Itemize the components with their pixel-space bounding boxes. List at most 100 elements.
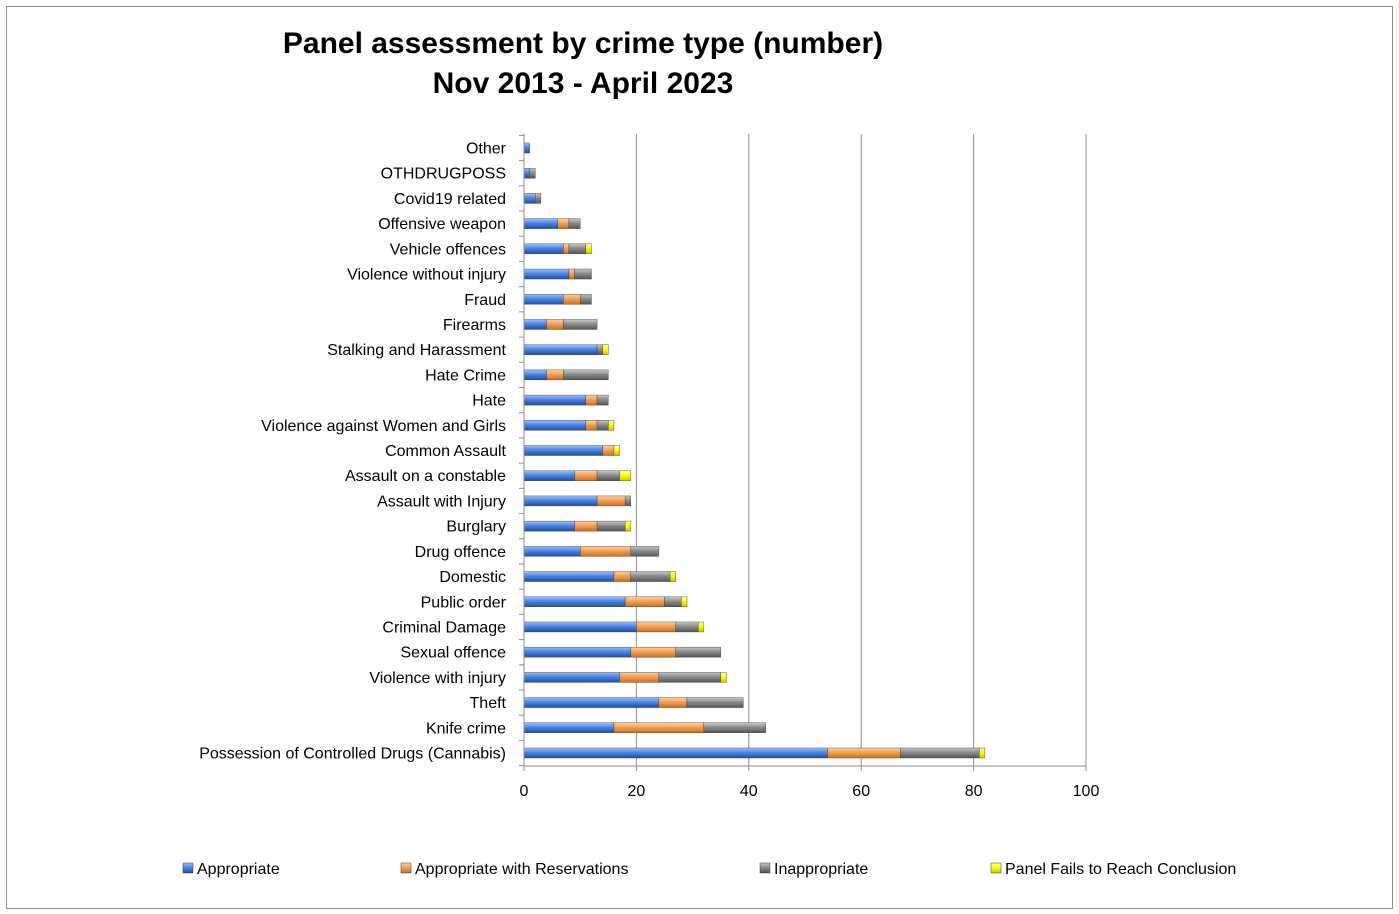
bar-criminal-damage-appropriate-with-reservations xyxy=(636,621,676,633)
gridlines xyxy=(635,134,1087,766)
bar-sexual-offence-appropriate xyxy=(523,646,631,658)
category-label-othdrugposs: OTHDRUGPOSS xyxy=(381,166,506,183)
x-tick-label-100: 100 xyxy=(1073,783,1100,800)
x-tick-label-40: 40 xyxy=(740,783,758,800)
legend-swatch-panel-fails-to-reach-conclusion xyxy=(990,862,1002,874)
bar-violence-without-injury-inappropriate xyxy=(574,268,592,280)
bar-violence-with-injury-inappropriate xyxy=(658,672,721,683)
bar-violence-against-women-and-girls-panel-fails-to-reach-conclusion xyxy=(608,420,615,431)
bar-violence-against-women-and-girls-appropriate xyxy=(523,420,587,431)
bar-violence-without-injury-appropriate-with-reservations xyxy=(568,268,575,280)
bar-violence-against-women-and-girls-appropriate-with-reservations xyxy=(585,420,598,431)
category-label-burglary: Burglary xyxy=(446,519,506,536)
bar-knife-crime-inappropriate xyxy=(703,722,766,733)
category-label-criminal-damage: Criminal Damage xyxy=(382,619,506,636)
bar-violence-without-injury-appropriate xyxy=(523,268,570,280)
legend-label-inappropriate: Inappropriate xyxy=(774,861,868,878)
bar-burglary-inappropriate xyxy=(596,520,626,532)
x-tick-label-0: 0 xyxy=(520,783,529,800)
x-tick-labels: 0 20 40 60 80 100 xyxy=(520,783,1100,800)
bar-knife-crime-appropriate-with-reservations xyxy=(613,722,705,733)
category-label-hate-crime: Hate Crime xyxy=(425,367,506,384)
bar-public-order-appropriate xyxy=(523,596,626,607)
bar-theft-appropriate-with-reservations xyxy=(658,697,688,708)
bar-burglary-appropriate xyxy=(523,520,575,532)
bar-drug-offence-appropriate-with-reservations xyxy=(580,546,631,557)
bar-vehicle-offences-inappropriate xyxy=(568,243,587,255)
bar-criminal-damage-appropriate xyxy=(523,621,637,633)
legend-swatch-appropriate-with-reservations xyxy=(400,862,412,874)
bar-knife-crime-appropriate xyxy=(523,722,615,733)
chart-title-line-1: Panel assessment by crime type (number) xyxy=(283,27,883,60)
category-label-violence-without-injury: Violence without injury xyxy=(347,267,506,284)
bar-violence-with-injury-panel-fails-to-reach-conclusion xyxy=(720,672,727,683)
bar-fraud-appropriate-with-reservations xyxy=(563,294,581,305)
category-label-possession-of-controlled-drugs-cannabis: Possession of Controlled Drugs (Cannabis… xyxy=(199,746,506,763)
bar-hate-crime-appropriate-with-reservations xyxy=(546,369,564,381)
bar-hate-inappropriate xyxy=(596,394,609,406)
bar-vehicle-offences-appropriate xyxy=(523,243,564,255)
bar-assault-with-injury-appropriate-with-reservations xyxy=(596,495,626,507)
bar-covid19-related-inappropriate xyxy=(535,193,542,204)
bar-fraud-inappropriate xyxy=(580,294,592,305)
bar-firearms-appropriate-with-reservations xyxy=(546,319,564,330)
bar-hate-appropriate xyxy=(523,394,587,406)
chart-border xyxy=(6,6,1393,909)
category-label-domestic: Domestic xyxy=(439,569,506,586)
bar-offensive-weapon-inappropriate xyxy=(568,218,581,229)
bar-domestic-panel-fails-to-reach-conclusion xyxy=(669,571,676,582)
bar-stalking-and-harassment-appropriate xyxy=(523,344,598,355)
bar-public-order-appropriate-with-reservations xyxy=(624,596,665,607)
bar-drug-offence-appropriate xyxy=(523,546,581,557)
category-label-assault-on-a-constable: Assault on a constable xyxy=(345,468,506,485)
category-label-sexual-offence: Sexual offence xyxy=(400,645,506,662)
bar-theft-inappropriate xyxy=(686,697,744,708)
bar-assault-with-injury-appropriate xyxy=(523,495,598,507)
bar-hate-crime-appropriate xyxy=(523,369,547,381)
bar-hate-crime-inappropriate xyxy=(563,369,609,381)
category-label-theft: Theft xyxy=(470,695,507,712)
axes xyxy=(519,134,1087,771)
category-label-stalking-and-harassment: Stalking and Harassment xyxy=(327,342,506,359)
bar-othdrugposs-inappropriate xyxy=(529,168,536,179)
bar-violence-with-injury-appropriate xyxy=(523,672,620,683)
legend: Appropriate Appropriate with Reservations… xyxy=(182,861,1236,878)
bar-possession-of-controlled-drugs-cannabis-panel-fails-to-reach-conclusion xyxy=(979,747,986,759)
bar-firearms-appropriate xyxy=(523,319,547,330)
category-label-vehicle-offences: Vehicle offences xyxy=(390,241,506,258)
bar-criminal-damage-panel-fails-to-reach-conclusion xyxy=(698,621,705,633)
category-label-drug-offence: Drug offence xyxy=(415,544,506,561)
category-label-assault-with-injury: Assault with Injury xyxy=(377,493,506,510)
bar-public-order-inappropriate xyxy=(664,596,682,607)
bar-criminal-damage-inappropriate xyxy=(675,621,699,633)
bar-burglary-appropriate-with-reservations xyxy=(574,520,598,532)
bar-public-order-panel-fails-to-reach-conclusion xyxy=(681,596,688,607)
chart-title-line-2: Nov 2013 - April 2023 xyxy=(433,67,734,100)
category-label-public-order: Public order xyxy=(421,594,507,611)
x-tick-label-60: 60 xyxy=(852,783,870,800)
bar-domestic-inappropriate xyxy=(630,571,671,582)
legend-label-panel-fails-to-reach-conclusion: Panel Fails to Reach Conclusion xyxy=(1005,861,1236,878)
legend-swatch-inappropriate xyxy=(759,862,771,874)
category-label-fraud: Fraud xyxy=(464,292,506,309)
bar-assault-on-a-constable-appropriate-with-reservations xyxy=(574,470,598,481)
bar-vehicle-offences-appropriate-with-reservations xyxy=(563,243,570,255)
bar-domestic-appropriate-with-reservations xyxy=(613,571,631,582)
bar-sexual-offence-inappropriate xyxy=(675,646,721,658)
bar-assault-on-a-constable-inappropriate xyxy=(596,470,620,481)
bar-stalking-and-harassment-panel-fails-to-reach-conclusion xyxy=(602,344,609,355)
bar-offensive-weapon-appropriate-with-reservations xyxy=(557,218,570,229)
bar-assault-on-a-constable-panel-fails-to-reach-conclusion xyxy=(619,470,631,481)
category-label-violence-with-injury: Violence with injury xyxy=(369,670,506,687)
bar-offensive-weapon-appropriate xyxy=(523,218,558,229)
bar-drug-offence-inappropriate xyxy=(630,546,660,557)
bar-possession-of-controlled-drugs-cannabis-appropriate xyxy=(523,747,828,759)
bar-common-assault-appropriate xyxy=(523,445,603,456)
legend-label-appropriate: Appropriate xyxy=(197,861,280,878)
category-label-covid19-related: Covid19 related xyxy=(394,191,506,208)
legend-label-appropriate-with-reservations: Appropriate with Reservations xyxy=(415,861,628,878)
bars-group xyxy=(523,142,986,759)
bar-stalking-and-harassment-inappropriate xyxy=(596,344,603,355)
category-label-common-assault: Common Assault xyxy=(385,443,506,460)
